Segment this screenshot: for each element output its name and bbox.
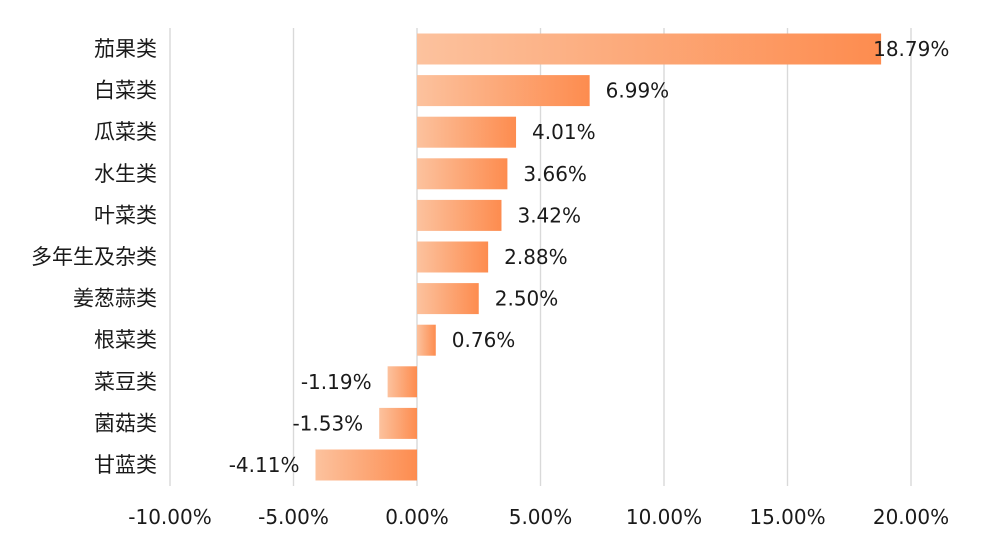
category-label: 菜豆类 (94, 370, 157, 394)
bar (417, 324, 436, 356)
bar (417, 283, 479, 315)
x-tick-label: 10.00% (626, 505, 702, 529)
data-label: 2.50% (495, 287, 559, 311)
category-label: 叶菜类 (94, 203, 157, 227)
category-label: 水生类 (94, 162, 157, 186)
x-tick-label: -5.00% (258, 505, 329, 529)
data-labels: 18.79% 6.99% 4.01% 3.66% 3.42% 2.88% 2.50% 0.76… (229, 37, 950, 477)
x-tick-label: 15.00% (749, 505, 825, 529)
category-label: 姜葱蒜类 (73, 287, 157, 311)
bar (417, 241, 489, 273)
bar (417, 158, 508, 190)
data-label: 2.88% (504, 245, 568, 269)
x-tick-label: 20.00% (873, 505, 949, 529)
bar (379, 407, 417, 439)
data-label: 3.66% (523, 162, 587, 186)
category-label: 茄果类 (94, 37, 157, 61)
bar (417, 199, 502, 231)
data-label: 4.01% (532, 120, 596, 144)
category-label: 根菜类 (94, 328, 157, 352)
bars (315, 33, 882, 481)
x-tick-label: -10.00% (128, 505, 211, 529)
data-label: 3.42% (517, 203, 581, 227)
category-label: 甘蓝类 (94, 453, 157, 477)
category-label: 白菜类 (94, 79, 157, 103)
bar (315, 449, 417, 481)
bar (417, 116, 517, 148)
x-axis-tick-labels: -10.00% -5.00% 0.00% 5.00% 10.00% 15.00% 20.00… (128, 505, 949, 529)
data-label: -1.53% (292, 411, 363, 435)
bar (387, 366, 417, 398)
data-label: 18.79% (873, 37, 949, 61)
bar (417, 33, 882, 65)
data-label: -4.11% (229, 453, 300, 477)
data-label: -1.19% (301, 370, 372, 394)
category-label: 瓜菜类 (94, 120, 157, 144)
bar (417, 75, 590, 107)
x-tick-label: 0.00% (385, 505, 449, 529)
category-label: 菌菇类 (94, 411, 157, 435)
category-label: 多年生及杂类 (31, 245, 157, 269)
data-label: 6.99% (606, 79, 670, 103)
data-label: 0.76% (452, 328, 516, 352)
x-tick-label: 5.00% (509, 505, 573, 529)
